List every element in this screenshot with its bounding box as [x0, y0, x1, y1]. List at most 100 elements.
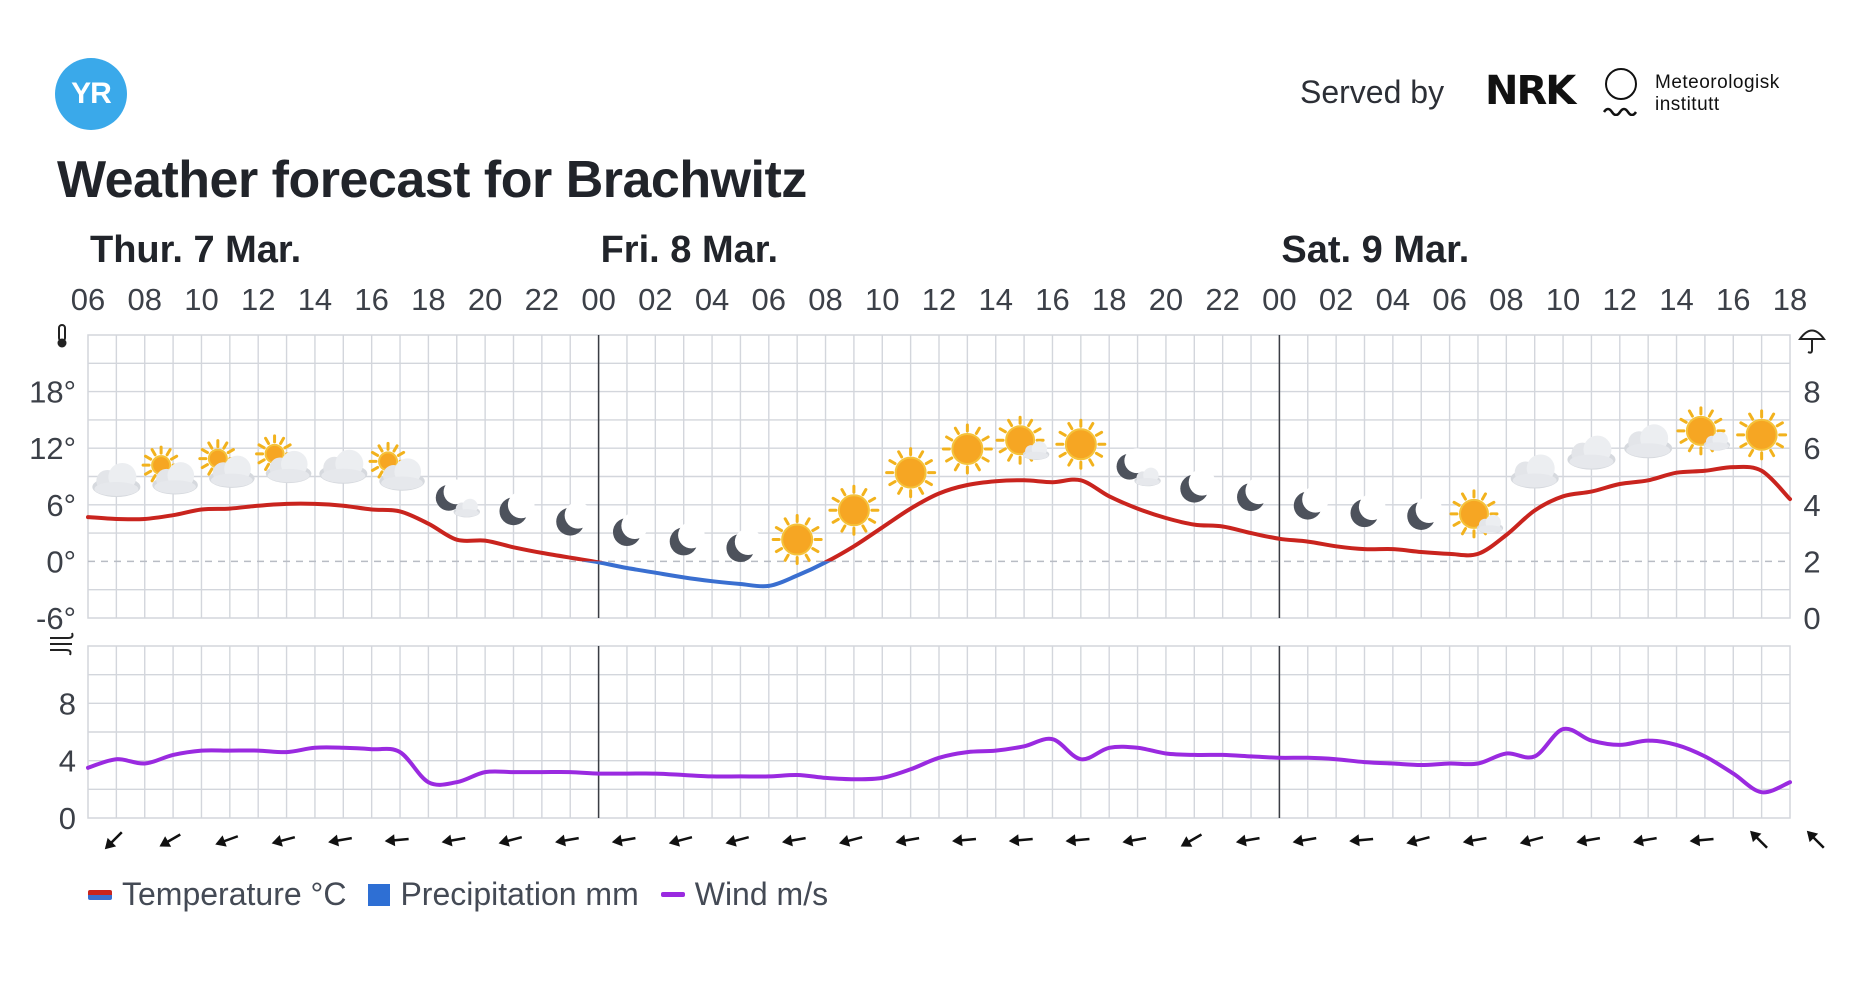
temperature-line-above-zero	[86, 464, 1792, 562]
sun-ray	[207, 441, 214, 450]
wind-direction-arrow	[1235, 834, 1260, 847]
arrow-head	[1519, 834, 1531, 847]
sun-ray	[897, 450, 904, 459]
hour-label: 14	[978, 282, 1012, 317]
sun-ray	[1460, 492, 1467, 501]
clear-day-icon	[1736, 409, 1788, 461]
met-logo-text[interactable]: Meteorologisk institutt	[1655, 72, 1780, 116]
wind-direction-arrow	[1632, 834, 1657, 847]
hour-label: 04	[1376, 282, 1410, 317]
sun-ray	[924, 480, 933, 487]
cloud-base-light	[94, 481, 139, 496]
hour-label: 16	[1716, 282, 1750, 317]
sun-ray	[257, 443, 266, 450]
hour-label: 06	[71, 282, 105, 317]
arrow-head	[1576, 834, 1588, 847]
sun-ray	[1058, 451, 1067, 458]
sun-ray	[396, 450, 406, 457]
sun-ray	[1679, 437, 1688, 444]
met-logo-wave-icon	[1602, 107, 1638, 116]
wind-direction-arrow	[555, 834, 579, 847]
sun-ray	[264, 436, 271, 445]
wind-direction-arrow	[1806, 830, 1825, 849]
precip-y-tick: 2	[1803, 544, 1820, 579]
umbrella-icon	[1798, 329, 1826, 354]
sun-ray	[1007, 453, 1014, 462]
legend-wind-swatch	[660, 892, 685, 897]
hour-label: 16	[354, 282, 388, 317]
hour-label: 18	[1773, 282, 1807, 317]
sun-ray	[1769, 412, 1776, 421]
sun-ray	[867, 517, 877, 524]
sun-ray	[918, 486, 925, 495]
arrow-head	[1065, 834, 1077, 847]
sun-ray	[1769, 448, 1776, 458]
clear-day-icon	[828, 484, 880, 536]
arrow-head	[725, 834, 737, 847]
sun-ray	[1033, 427, 1042, 434]
sun-ray	[279, 436, 286, 445]
moon-cutout	[1302, 485, 1329, 513]
hour-label: 08	[808, 282, 842, 317]
arrow-head	[215, 835, 227, 847]
arrow-head	[1122, 834, 1134, 847]
wind-direction-arrow	[1406, 834, 1430, 847]
sun-ray	[1739, 442, 1748, 449]
moon-cutout	[1358, 493, 1386, 521]
sun-ray	[840, 524, 847, 533]
sun-ray	[998, 447, 1007, 454]
sun-ray	[150, 448, 157, 457]
sun-ray	[811, 526, 820, 533]
wind-direction-arrow	[1576, 834, 1601, 847]
sun-ray	[1027, 418, 1034, 428]
sun-ray	[945, 435, 954, 442]
sun-ray	[1067, 458, 1074, 467]
moon-cutout	[564, 502, 592, 529]
arrow-head	[1406, 834, 1418, 847]
moon-cutout	[734, 528, 762, 556]
sun-ray	[207, 467, 214, 476]
fair-day-icon	[995, 415, 1050, 465]
sun-ray	[1460, 527, 1467, 536]
wind-direction-arrow	[838, 834, 863, 847]
sun-ray	[804, 553, 811, 562]
wind-direction-arrow	[895, 834, 920, 847]
partly-cloudy-day-icon	[141, 445, 198, 495]
wind-direction-arrow	[271, 834, 296, 847]
nrk-logo[interactable]: NRK	[1485, 68, 1576, 114]
hour-label: 00	[1262, 282, 1296, 317]
hour-label: 18	[411, 282, 445, 317]
sun-ray	[165, 448, 172, 457]
wind-direction-arrow	[1750, 830, 1768, 849]
arrow-head	[159, 836, 172, 847]
arrow-head	[271, 834, 283, 847]
sun-ray	[1739, 421, 1748, 428]
temp-y-tick: 12°	[29, 431, 76, 466]
fair-day-icon	[1449, 489, 1504, 539]
clear-night-icon	[1350, 493, 1386, 528]
sun-disc	[1064, 428, 1097, 461]
sun-ray	[144, 454, 153, 461]
clear-night-icon	[669, 521, 705, 556]
sun-ray	[974, 463, 981, 472]
sun-ray	[1707, 409, 1714, 418]
legend-temperature-swatch	[88, 889, 112, 900]
wind-line	[86, 726, 1792, 795]
legend-wind: Wind m/s	[660, 876, 828, 913]
wind-stroke	[50, 649, 72, 656]
yr-logo[interactable]: YR	[55, 58, 127, 130]
arrow-head	[611, 834, 623, 847]
sun-ray	[1452, 500, 1461, 507]
arrow-head	[1806, 830, 1819, 843]
sun-ray	[918, 450, 925, 459]
sun-ray	[974, 426, 981, 435]
sun-ray	[150, 474, 157, 483]
hour-label: 06	[752, 282, 786, 317]
hour-label: 20	[1149, 282, 1183, 317]
arrow-head	[1349, 834, 1360, 847]
sun-ray	[1487, 500, 1496, 507]
sun-ray	[200, 463, 209, 470]
hour-label: 22	[525, 282, 559, 317]
fair-day-icon	[1676, 406, 1731, 456]
